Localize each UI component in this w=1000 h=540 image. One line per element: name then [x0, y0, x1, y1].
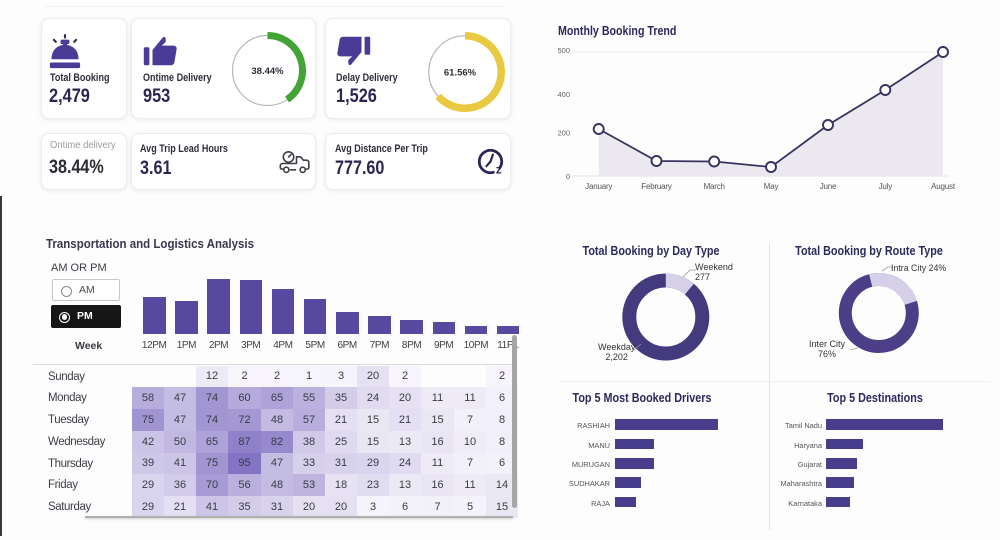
svg-text:May: May [764, 182, 779, 191]
svg-text:July: July [879, 182, 893, 191]
svg-text:March: March [704, 182, 725, 191]
svg-text:June: June [820, 182, 837, 191]
svg-text:400: 400 [557, 90, 570, 99]
svg-text:38.44%: 38.44% [251, 66, 284, 77]
svg-text:200: 200 [557, 129, 570, 138]
svg-text:500: 500 [557, 46, 570, 55]
svg-text:February: February [641, 182, 672, 191]
svg-text:January: January [585, 182, 612, 191]
svg-text:61.56%: 61.56% [443, 68, 476, 79]
svg-text:August: August [931, 182, 956, 191]
svg-text:z: z [495, 163, 501, 177]
svg-text:0: 0 [566, 172, 570, 181]
